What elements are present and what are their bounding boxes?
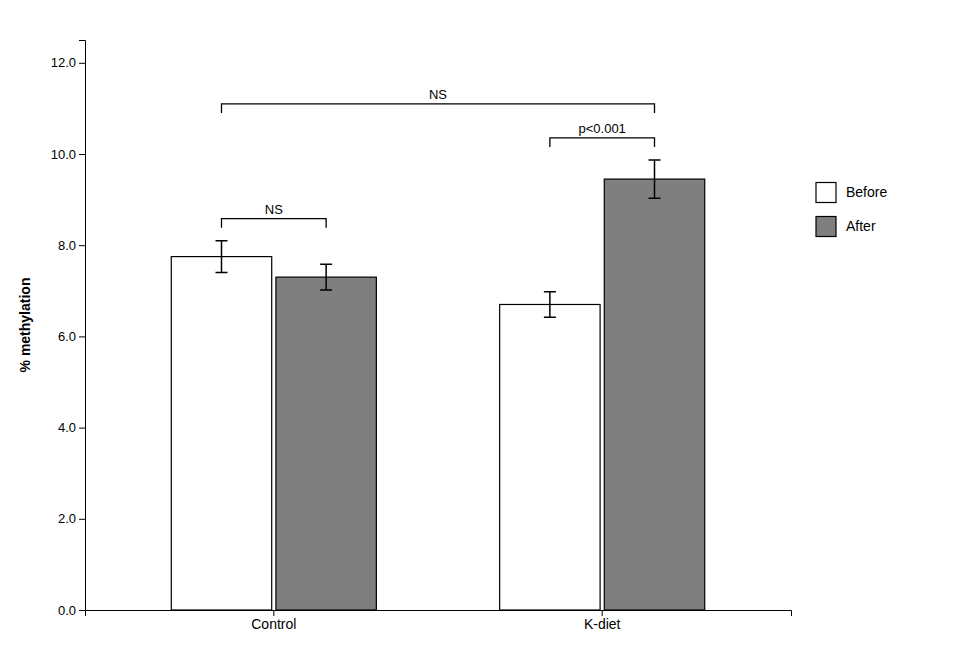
error-bar — [544, 292, 556, 318]
y-tick-label: 6.0 — [58, 329, 76, 344]
y-tick-mark — [79, 336, 85, 337]
bar — [500, 304, 600, 610]
bracket — [550, 138, 655, 147]
legend-label: After — [846, 218, 876, 234]
legend-label: Before — [846, 184, 887, 200]
bar — [604, 179, 704, 610]
bracket — [221, 219, 326, 228]
x-tick-label: Control — [251, 616, 296, 632]
x-tick: K-diet — [584, 610, 621, 632]
error-bar — [215, 241, 227, 273]
legend: Before After — [816, 183, 887, 237]
y-tick-mark — [79, 519, 85, 520]
y-tick-label: 2.0 — [58, 511, 76, 526]
plot-area: 0.0 2.0 4.0 6.0 8.0 10.0 12.0 Control K-diet NS p<… — [51, 41, 792, 632]
y-axis-title: % methylation — [17, 278, 33, 373]
chart: 0.0 2.0 4.0 6.0 8.0 10.0 12.0 Control K-diet NS p<… — [0, 0, 961, 670]
annotation: NS — [265, 202, 283, 217]
legend-item: Before — [816, 183, 887, 203]
y-tick: 0.0 — [58, 603, 85, 618]
x-tick-label: K-diet — [584, 616, 621, 632]
y-tick: 10.0 — [51, 147, 85, 162]
y-tick: 4.0 — [58, 420, 85, 435]
legend-item: After — [816, 217, 876, 237]
y-tick-label: 0.0 — [58, 603, 76, 618]
annotation: p<0.001 — [579, 121, 626, 136]
y-tick-mark — [79, 63, 85, 64]
y-tick: 2.0 — [58, 511, 85, 526]
bar — [171, 257, 271, 610]
annotations: NS p<0.001 NS — [221, 87, 654, 228]
y-tick: 6.0 — [58, 329, 85, 344]
y-tick: 8.0 — [58, 238, 85, 253]
y-axis-line — [79, 41, 86, 611]
y-axis: 0.0 2.0 4.0 6.0 8.0 10.0 12.0 — [51, 41, 86, 618]
x-axis: Control K-diet — [86, 610, 792, 632]
y-tick: 12.0 — [51, 55, 85, 70]
bar — [276, 277, 376, 610]
y-tick-label: 4.0 — [58, 420, 76, 435]
x-tick: Control — [251, 610, 296, 632]
annotation: NS — [429, 87, 447, 102]
y-tick-mark — [79, 610, 85, 611]
legend-swatch — [816, 183, 836, 203]
marks — [171, 160, 704, 610]
y-tick-mark — [79, 245, 85, 246]
x-axis-line — [86, 611, 792, 617]
y-tick-label: 10.0 — [51, 147, 76, 162]
y-tick-mark — [79, 428, 85, 429]
bracket — [221, 104, 654, 113]
error-bar — [320, 264, 332, 290]
y-tick-mark — [79, 154, 85, 155]
error-bar — [649, 160, 661, 198]
legend-swatch — [816, 217, 836, 237]
y-tick-label: 8.0 — [58, 238, 76, 253]
y-tick-label: 12.0 — [51, 55, 76, 70]
